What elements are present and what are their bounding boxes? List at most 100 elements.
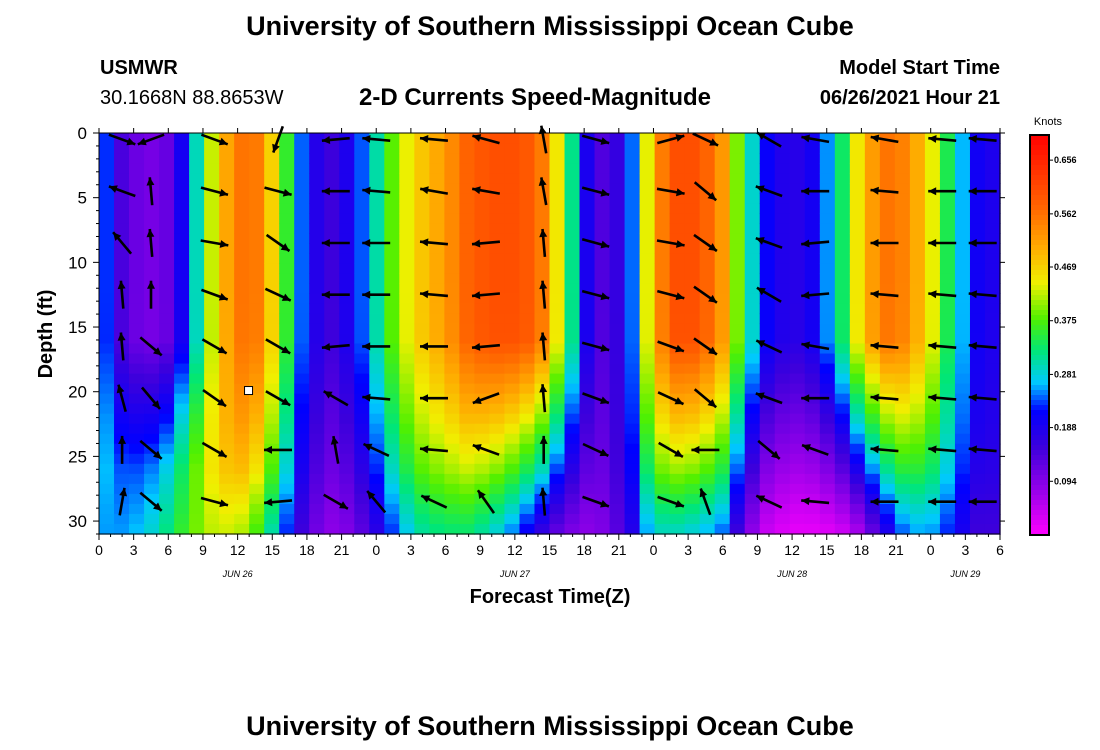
heatmap-cell — [114, 473, 130, 485]
heatmap-cell — [429, 213, 445, 224]
heatmap-cell — [939, 263, 956, 274]
heatmap-cell — [774, 293, 791, 305]
heatmap-cell — [939, 173, 956, 184]
heatmap-cell — [804, 473, 821, 485]
heatmap-cell — [429, 153, 445, 164]
heatmap-cell — [174, 273, 190, 284]
heatmap-cell — [414, 203, 430, 214]
heatmap-cell — [669, 473, 686, 485]
heatmap-cell — [924, 323, 941, 335]
heatmap-cell — [474, 213, 491, 224]
heatmap-cell — [204, 423, 220, 435]
heatmap-cell — [909, 403, 926, 415]
heatmap-cell — [144, 153, 160, 164]
heatmap-cell — [489, 393, 506, 405]
heatmap-cell — [489, 413, 506, 425]
heatmap-cell — [129, 373, 145, 385]
heatmap-cell — [309, 183, 325, 194]
heatmap-cell — [474, 373, 491, 385]
heatmap-cell — [654, 283, 671, 295]
heatmap-cell — [384, 173, 400, 184]
heatmap-cell — [519, 173, 536, 184]
heatmap-cell — [279, 233, 295, 244]
heatmap-cell — [309, 513, 325, 525]
heatmap-cell — [609, 483, 626, 495]
current-arrow — [656, 134, 685, 145]
heatmap-cell — [249, 153, 265, 164]
current-arrow — [928, 393, 957, 402]
heatmap-cell — [234, 513, 250, 525]
heatmap-cell — [939, 423, 956, 435]
heatmap-cell — [339, 373, 355, 385]
heatmap-cell — [429, 323, 445, 335]
heatmap-cell — [519, 243, 536, 254]
heatmap-cell — [849, 503, 866, 515]
heatmap-cell — [309, 143, 325, 154]
heatmap-cell — [774, 513, 791, 525]
current-arrow — [472, 134, 500, 145]
heatmap-cell — [594, 373, 611, 385]
heatmap-cell — [549, 373, 566, 385]
heatmap-cell — [264, 173, 280, 184]
heatmap-cell — [249, 173, 265, 184]
heatmap-cell — [939, 213, 956, 224]
heatmap-cell — [984, 213, 1001, 224]
heatmap-cell — [834, 263, 851, 274]
heatmap-cell — [474, 253, 491, 264]
heatmap-cell — [399, 353, 415, 365]
heatmap-cell — [249, 303, 265, 315]
heatmap-cell — [759, 303, 776, 315]
heatmap-cell — [369, 253, 385, 264]
heatmap-cell — [909, 243, 926, 254]
heatmap-cell — [429, 183, 445, 194]
heatmap-cell — [804, 153, 821, 164]
current-arrow — [141, 386, 161, 410]
heatmap-cell — [714, 503, 731, 515]
heatmap-cell — [594, 223, 611, 234]
heatmap-cell — [639, 163, 656, 174]
heatmap-cell — [294, 223, 310, 234]
heatmap-cell — [399, 493, 415, 505]
heatmap-cell — [789, 473, 806, 485]
heatmap-cell — [834, 213, 851, 224]
heatmap-cell — [774, 523, 791, 535]
heatmap-cell — [249, 413, 265, 425]
current-arrow — [200, 133, 229, 146]
heatmap-cell — [204, 223, 220, 234]
heatmap-cell — [234, 133, 250, 144]
heatmap-cell — [759, 163, 776, 174]
heatmap-cell — [264, 163, 280, 174]
heatmap-cell — [549, 433, 566, 445]
heatmap-cell — [594, 403, 611, 415]
heatmap-cell — [159, 373, 175, 385]
heatmap-cell — [774, 403, 791, 415]
heatmap-cell — [744, 233, 761, 244]
heatmap-cell — [249, 493, 265, 505]
heatmap-cell — [414, 263, 430, 274]
heatmap-cell — [534, 523, 551, 535]
heatmap-cell — [609, 343, 626, 355]
heatmap-cell — [429, 303, 445, 315]
heatmap-cell — [879, 503, 896, 515]
heatmap-cell — [654, 233, 671, 244]
heatmap-cell — [189, 303, 205, 315]
heatmap-cell — [879, 453, 896, 465]
heatmap-cell — [264, 473, 280, 485]
heatmap-cell — [669, 373, 686, 385]
heatmap-cell — [654, 503, 671, 515]
heatmap-cell — [369, 523, 385, 535]
heatmap-cell — [879, 193, 896, 204]
heatmap-cell — [369, 193, 385, 204]
heatmap-cell — [144, 483, 160, 495]
heatmap-cell — [219, 273, 235, 284]
x-tick-label: 12 — [507, 542, 523, 558]
heatmap-cell — [519, 503, 536, 515]
heatmap-cell — [294, 253, 310, 264]
colorbar-segment — [1030, 520, 1049, 526]
heatmap-cell — [789, 423, 806, 435]
colorbar-segment — [1030, 490, 1049, 496]
heatmap-cell — [684, 493, 701, 505]
heatmap-cell — [294, 193, 310, 204]
heatmap-cell — [114, 173, 130, 184]
heatmap-cell — [639, 393, 656, 405]
